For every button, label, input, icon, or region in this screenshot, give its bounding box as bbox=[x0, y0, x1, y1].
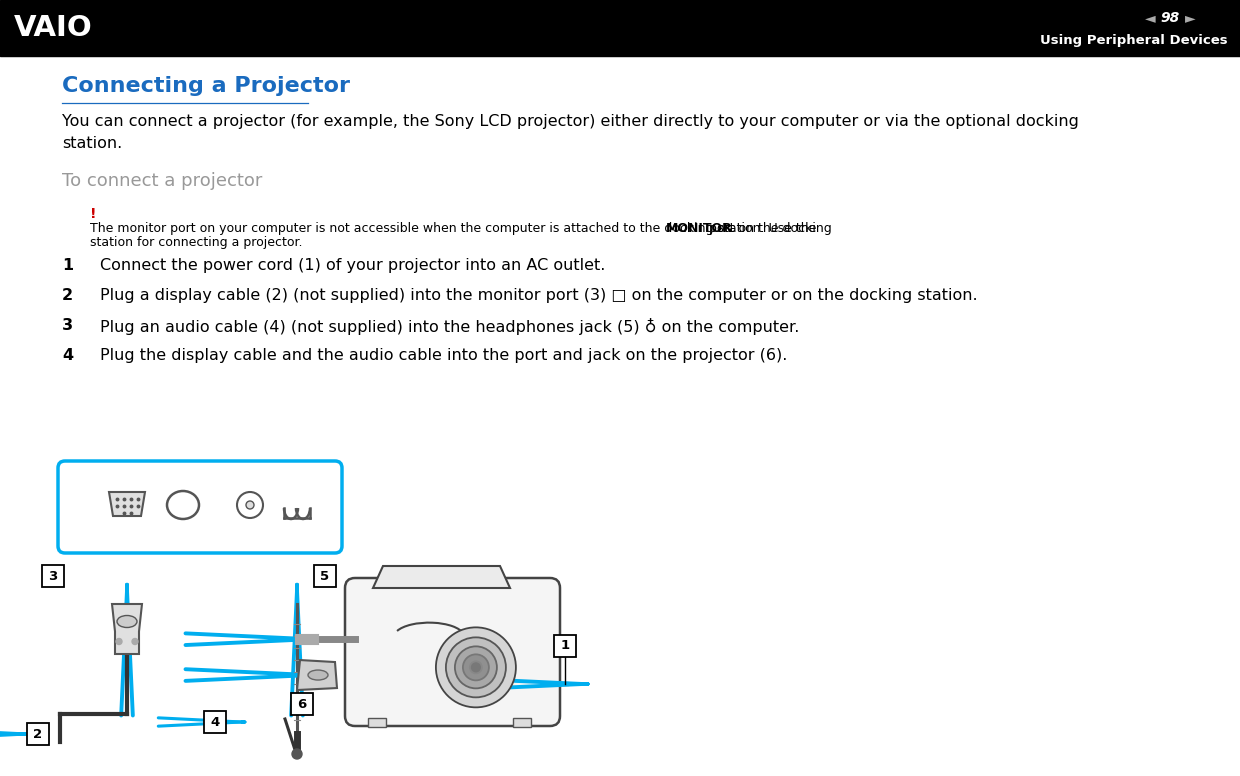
Text: The monitor port on your computer is not accessible when the computer is attache: The monitor port on your computer is not… bbox=[91, 222, 821, 235]
Circle shape bbox=[455, 646, 497, 688]
Text: Connecting a Projector: Connecting a Projector bbox=[62, 76, 350, 96]
Text: 6: 6 bbox=[298, 698, 306, 711]
Bar bbox=[513, 718, 531, 727]
Circle shape bbox=[446, 637, 506, 698]
FancyBboxPatch shape bbox=[314, 565, 336, 587]
Text: ◄: ◄ bbox=[1145, 11, 1156, 25]
Text: 2: 2 bbox=[62, 288, 73, 303]
FancyBboxPatch shape bbox=[205, 711, 226, 733]
Text: 4: 4 bbox=[211, 715, 219, 729]
Text: You can connect a projector (for example, the Sony LCD projector) either directl: You can connect a projector (for example… bbox=[62, 114, 1079, 151]
Circle shape bbox=[463, 654, 489, 681]
Text: ►: ► bbox=[1184, 11, 1195, 25]
Text: Using Peripheral Devices: Using Peripheral Devices bbox=[1040, 34, 1228, 47]
Text: station for connecting a projector.: station for connecting a projector. bbox=[91, 236, 303, 249]
Text: Plug an audio cable (4) (not supplied) into the headphones jack (5) ♁ on the com: Plug an audio cable (4) (not supplied) i… bbox=[100, 318, 800, 335]
Circle shape bbox=[117, 639, 122, 645]
Text: 5: 5 bbox=[320, 570, 330, 583]
Text: Plug a display cable (2) (not supplied) into the monitor port (3) □ on the compu: Plug a display cable (2) (not supplied) … bbox=[100, 288, 977, 303]
Text: 1: 1 bbox=[62, 258, 73, 273]
Text: Connect the power cord (1) of your projector into an AC outlet.: Connect the power cord (1) of your proje… bbox=[100, 258, 605, 273]
Text: MONITOR: MONITOR bbox=[666, 222, 733, 235]
Polygon shape bbox=[112, 604, 143, 654]
Ellipse shape bbox=[308, 670, 329, 680]
FancyBboxPatch shape bbox=[58, 461, 342, 553]
FancyBboxPatch shape bbox=[554, 635, 577, 656]
Polygon shape bbox=[109, 492, 145, 516]
Text: 3: 3 bbox=[48, 570, 57, 583]
Ellipse shape bbox=[117, 615, 136, 628]
Circle shape bbox=[470, 661, 482, 674]
Text: port on the docking: port on the docking bbox=[704, 222, 831, 235]
Text: !: ! bbox=[91, 207, 97, 221]
Circle shape bbox=[246, 501, 254, 509]
Polygon shape bbox=[298, 660, 337, 690]
FancyBboxPatch shape bbox=[27, 723, 50, 745]
Polygon shape bbox=[373, 566, 510, 588]
Circle shape bbox=[131, 639, 138, 645]
Circle shape bbox=[436, 627, 516, 708]
FancyBboxPatch shape bbox=[291, 693, 312, 715]
Bar bbox=[0, 0, 1240, 56]
Text: Plug the display cable and the audio cable into the port and jack on the project: Plug the display cable and the audio cab… bbox=[100, 348, 787, 363]
Bar bbox=[368, 718, 386, 727]
Ellipse shape bbox=[167, 491, 198, 519]
Text: 4: 4 bbox=[62, 348, 73, 363]
Text: To connect a projector: To connect a projector bbox=[62, 172, 263, 190]
Circle shape bbox=[237, 492, 263, 518]
Circle shape bbox=[291, 749, 303, 759]
Text: 98: 98 bbox=[1161, 11, 1179, 25]
FancyBboxPatch shape bbox=[42, 565, 64, 587]
FancyBboxPatch shape bbox=[345, 578, 560, 726]
Text: VAIO: VAIO bbox=[14, 14, 93, 42]
Text: 1: 1 bbox=[560, 639, 569, 652]
Text: 2: 2 bbox=[33, 728, 42, 740]
Text: 3: 3 bbox=[62, 318, 73, 333]
